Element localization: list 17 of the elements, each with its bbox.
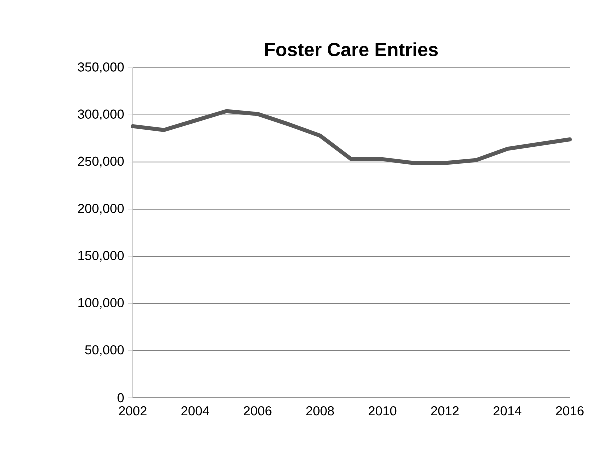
x-tick-label: 2016 <box>556 406 584 416</box>
x-tick-label: 2004 <box>182 406 210 416</box>
y-tick-label: 250,000 <box>78 156 124 168</box>
x-tick-label: 2002 <box>119 406 147 416</box>
x-tick-label: 2006 <box>244 406 272 416</box>
y-tick-label: 100,000 <box>78 298 124 310</box>
y-tick-label: 0 <box>118 393 124 403</box>
x-tick-label: 2008 <box>306 406 334 416</box>
x-tick-label: 2010 <box>368 406 397 416</box>
y-tick-label: 150,000 <box>78 251 124 262</box>
y-tick-label: 50,000 <box>85 346 124 356</box>
x-tick-label: 2014 <box>494 406 522 416</box>
y-tick-label: 350,000 <box>78 62 124 74</box>
chart-title: Foster Care Entries <box>265 42 438 57</box>
x-tick-label: 2012 <box>431 406 459 416</box>
y-tick-label: 200,000 <box>78 204 124 215</box>
y-tick-label: 300,000 <box>78 110 124 120</box>
